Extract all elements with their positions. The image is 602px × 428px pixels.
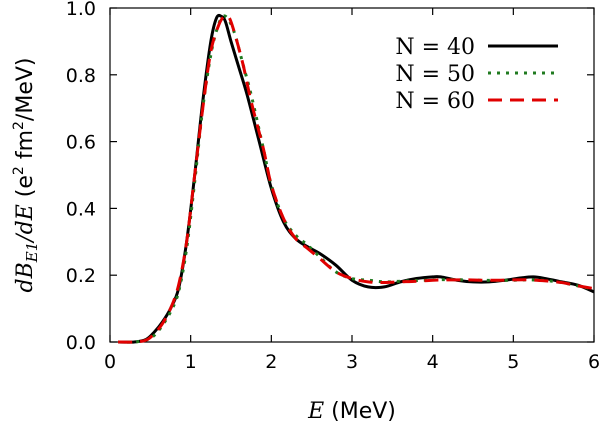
x-tick-label: 4 xyxy=(427,351,439,373)
legend-label: N = 50 xyxy=(395,62,475,87)
plot-frame xyxy=(109,7,595,343)
series-line-3 xyxy=(118,14,595,344)
series-line-1 xyxy=(118,13,595,344)
series-lines xyxy=(118,13,595,344)
x-tick-label: 6 xyxy=(588,351,600,373)
y-tick-label: 0.4 xyxy=(66,198,96,220)
x-axis-label: E (MeV) xyxy=(307,399,396,424)
x-tick-label: 0 xyxy=(104,351,116,373)
y-tick-label: 1.0 xyxy=(66,0,96,20)
y-tick-label: 0.2 xyxy=(66,265,96,287)
y-tick-label: 0.6 xyxy=(66,132,96,154)
x-tick-label: 1 xyxy=(185,351,197,373)
series-line-2 xyxy=(118,14,595,344)
legend-label: N = 40 xyxy=(395,35,475,60)
x-tick-label: 2 xyxy=(265,351,277,373)
x-tick-label: 5 xyxy=(507,351,519,373)
tick-labels: 0 1 2 3 4 5 6 0.0 0.2 0.4 0.6 0.8 1.0 xyxy=(66,0,600,373)
y-tick-label: 0.8 xyxy=(66,65,96,87)
legend-label: N = 60 xyxy=(395,89,475,114)
axis-ticks xyxy=(109,7,595,343)
x-tick-label: 3 xyxy=(346,351,358,373)
y-tick-label: 0.0 xyxy=(66,332,96,354)
y-axis-label: dBE1/dE (e2 fm2/MeV) xyxy=(11,57,41,292)
legend: N = 40N = 50N = 60 xyxy=(395,35,558,114)
